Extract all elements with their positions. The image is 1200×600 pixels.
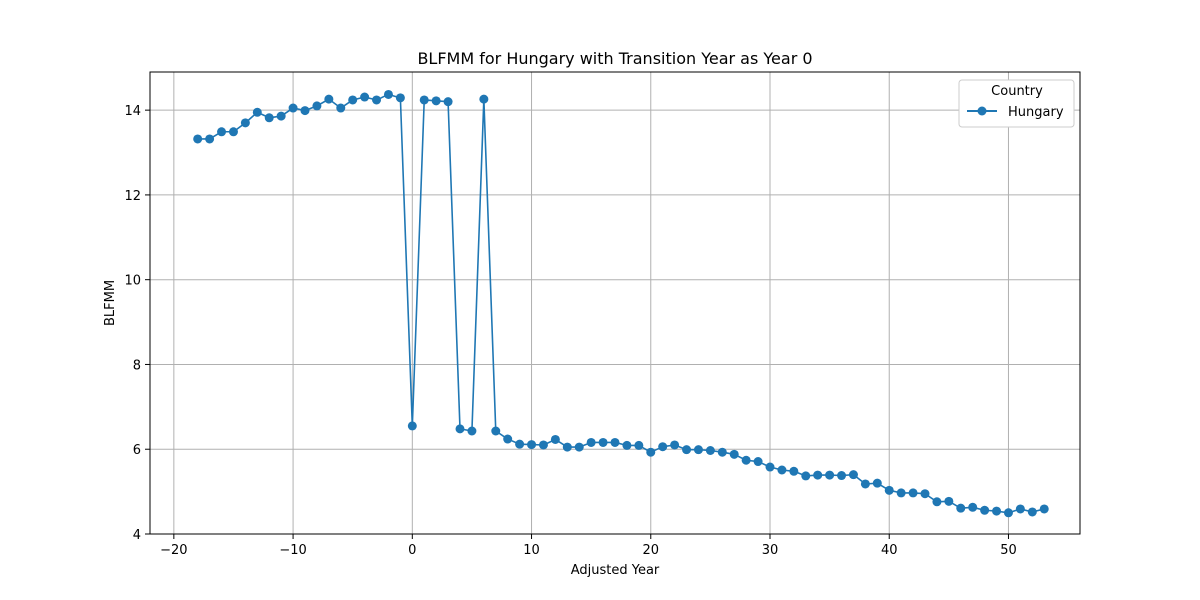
data-point — [622, 440, 632, 450]
data-point — [372, 95, 382, 105]
data-point — [193, 134, 203, 144]
data-point — [920, 489, 930, 499]
series-layer — [193, 89, 1049, 518]
data-point — [860, 479, 870, 489]
legend-label: Hungary — [1008, 105, 1064, 120]
data-point — [777, 465, 787, 475]
x-axis-label: Adjusted Year — [571, 563, 660, 578]
data-point — [217, 127, 227, 137]
data-point — [896, 488, 906, 498]
data-point — [848, 470, 858, 480]
data-point — [956, 503, 966, 513]
data-point — [491, 426, 501, 436]
data-point — [741, 455, 751, 465]
x-tick-label: 40 — [881, 543, 898, 558]
data-point — [431, 96, 441, 106]
data-point — [324, 94, 334, 104]
data-point — [312, 101, 322, 111]
data-point — [980, 505, 990, 515]
data-point — [550, 434, 560, 444]
data-point — [252, 107, 262, 117]
data-point — [586, 437, 596, 447]
data-point — [228, 127, 238, 137]
legend-box — [958, 79, 1075, 128]
data-point — [932, 497, 942, 507]
data-point — [670, 440, 680, 450]
data-point — [753, 457, 763, 467]
data-point — [407, 421, 417, 431]
data-point — [419, 95, 429, 105]
x-tick-label: 0 — [408, 543, 416, 558]
data-point — [813, 470, 823, 480]
x-tick-label: 50 — [1000, 543, 1017, 558]
y-tick-label: 4 — [133, 528, 141, 543]
data-point — [992, 506, 1002, 516]
y-tick-label: 10 — [124, 274, 141, 289]
data-point — [944, 496, 954, 506]
x-tick-label: 30 — [762, 543, 779, 558]
chart-title: BLFMM for Hungary with Transition Year a… — [417, 49, 812, 68]
data-point — [765, 462, 775, 472]
y-tick-label: 14 — [124, 104, 141, 119]
data-point — [968, 502, 978, 512]
x-tick-label: −10 — [279, 543, 306, 558]
data-point — [1027, 507, 1037, 517]
data-point — [276, 111, 286, 121]
y-tick-label: 8 — [133, 358, 141, 373]
plot-frame — [149, 71, 1081, 535]
data-point — [479, 94, 489, 104]
data-point — [467, 426, 477, 436]
data-point — [729, 449, 739, 459]
data-point — [598, 437, 608, 447]
data-point — [1015, 504, 1025, 514]
data-point — [205, 134, 215, 144]
axis-ticks: −20 −10 0 10 20 30 40 50 4 6 8 10 12 14 — [124, 104, 1016, 558]
data-point — [395, 93, 405, 103]
x-tick-label: −20 — [160, 543, 187, 558]
x-tick-label: 10 — [523, 543, 540, 558]
legend-title: Country — [991, 84, 1043, 99]
data-point — [503, 434, 513, 444]
data-point — [264, 113, 274, 123]
data-point — [288, 103, 298, 113]
data-point — [634, 440, 644, 450]
legend: Country Hungary — [958, 79, 1075, 128]
data-point — [872, 478, 882, 488]
data-point — [240, 118, 250, 128]
data-point — [610, 437, 620, 447]
data-point — [789, 466, 799, 476]
data-point — [658, 442, 668, 452]
data-point — [300, 106, 310, 116]
data-point — [455, 424, 465, 434]
data-point — [443, 97, 453, 107]
data-point — [527, 440, 537, 450]
data-point — [884, 485, 894, 495]
data-point — [908, 488, 918, 498]
data-point — [574, 442, 584, 452]
data-point — [515, 439, 525, 449]
data-point — [336, 103, 346, 113]
data-point — [682, 445, 692, 455]
data-point — [360, 92, 370, 102]
data-point — [562, 442, 572, 452]
data-point — [646, 447, 656, 457]
data-point — [717, 447, 727, 457]
y-axis-label: BLFMM — [103, 280, 118, 326]
data-point — [705, 446, 715, 455]
data-point — [693, 445, 703, 455]
data-point — [837, 471, 847, 481]
data-point — [825, 470, 835, 480]
data-point — [383, 89, 393, 99]
y-tick-label: 12 — [124, 189, 141, 204]
data-point — [1003, 508, 1013, 518]
data-point — [538, 440, 548, 450]
x-tick-label: 20 — [642, 543, 659, 558]
data-point — [801, 471, 811, 481]
y-tick-label: 6 — [133, 443, 141, 458]
data-point — [348, 95, 358, 105]
data-point — [1039, 504, 1049, 514]
legend-marker — [977, 106, 987, 116]
